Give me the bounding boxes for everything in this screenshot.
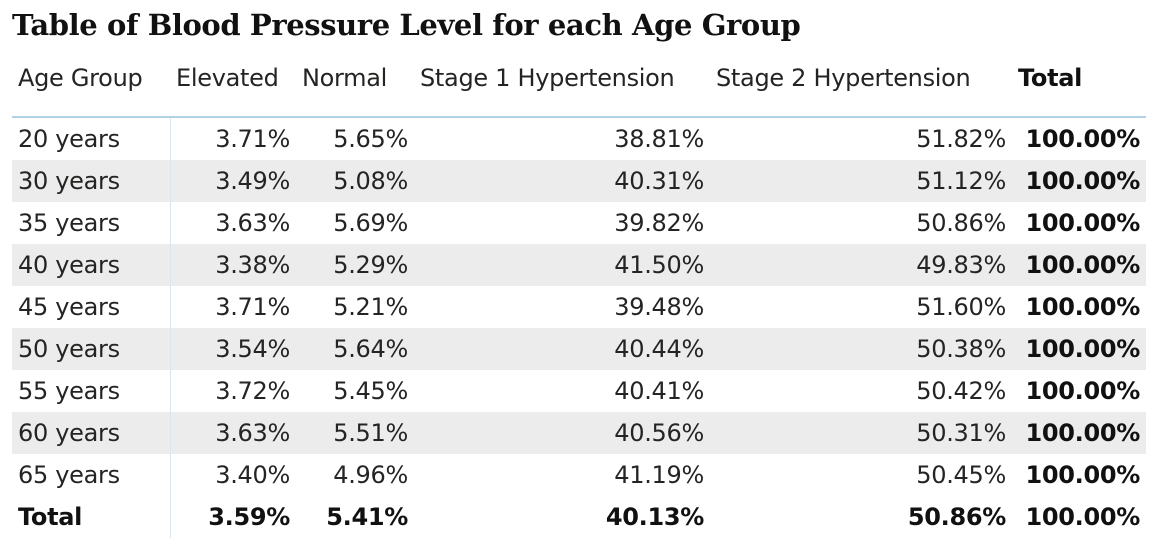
cell-elevated: 3.59% <box>208 503 290 531</box>
cell-normal: 5.64% <box>296 328 414 370</box>
cell-stage-2: 50.45% <box>916 461 1006 489</box>
cell-stage-1: 39.82% <box>614 209 704 237</box>
cell-normal: 4.96% <box>333 461 408 489</box>
cell-elevated: 3.38% <box>170 244 296 286</box>
cell-age-group: 30 years <box>12 160 171 202</box>
table-row[interactable]: 40 years 3.38% 5.29% 41.50% 49.83% 100.00% <box>12 244 1146 286</box>
cell-stage-2: 51.82% <box>916 125 1006 153</box>
cell-stage-1: 40.13% <box>605 503 704 531</box>
cell-stage-2: 50.42% <box>916 377 1006 405</box>
cell-total: 100.00% <box>1025 503 1140 531</box>
column-header-normal[interactable]: Normal <box>302 64 388 92</box>
cell-total: 100.00% <box>1025 377 1140 405</box>
table-title: Table of Blood Pressure Level for each A… <box>12 8 801 42</box>
cell-stage-1: 40.31% <box>414 160 710 202</box>
cell-age-group: 65 years <box>12 454 171 496</box>
cell-total: 100.00% <box>1012 244 1146 286</box>
cell-age-group: 20 years <box>12 117 171 160</box>
cell-stage-2: 50.31% <box>710 412 1012 454</box>
header-rule <box>12 100 1146 118</box>
cell-age-group: 55 years <box>12 370 171 412</box>
blood-pressure-matrix: Age Group Elevated Normal Stage 1 Hypert… <box>12 56 1146 538</box>
column-header-elevated[interactable]: Elevated <box>176 64 279 92</box>
table-row[interactable]: 60 years 3.63% 5.51% 40.56% 50.31% 100.00% <box>12 412 1146 454</box>
cell-stage-1: 39.48% <box>614 293 704 321</box>
cell-elevated: 3.71% <box>215 293 290 321</box>
cell-total: 100.00% <box>1012 412 1146 454</box>
cell-age-group: 45 years <box>12 286 171 328</box>
table-body: 20 years 3.71% 5.65% 38.81% 51.82% 100.00% 30 … <box>12 117 1146 538</box>
cell-elevated: 3.49% <box>170 160 296 202</box>
cell-normal: 5.69% <box>333 209 408 237</box>
table-row[interactable]: 30 years 3.49% 5.08% 40.31% 51.12% 100.00% <box>12 160 1146 202</box>
cell-stage-1: 40.44% <box>414 328 710 370</box>
table-row[interactable]: 50 years 3.54% 5.64% 40.44% 50.38% 100.00% <box>12 328 1146 370</box>
cell-age-group: 35 years <box>12 202 171 244</box>
cell-elevated: 3.63% <box>170 412 296 454</box>
cell-elevated: 3.71% <box>215 125 290 153</box>
cell-total: 100.00% <box>1012 328 1146 370</box>
cell-total: 100.00% <box>1025 125 1140 153</box>
cell-normal: 5.65% <box>333 125 408 153</box>
cell-normal: 5.45% <box>333 377 408 405</box>
cell-age-group: 40 years <box>12 244 171 286</box>
cell-total: 100.00% <box>1025 293 1140 321</box>
table-row[interactable]: 20 years 3.71% 5.65% 38.81% 51.82% 100.00% <box>12 117 1146 160</box>
cell-stage-2: 49.83% <box>710 244 1012 286</box>
cell-normal: 5.51% <box>296 412 414 454</box>
cell-stage-2: 51.60% <box>916 293 1006 321</box>
cell-total: 100.00% <box>1025 461 1140 489</box>
cell-elevated: 3.54% <box>170 328 296 370</box>
cell-normal: 5.08% <box>296 160 414 202</box>
cell-stage-1: 41.50% <box>414 244 710 286</box>
cell-age-group: 60 years <box>12 412 171 454</box>
cell-total: 100.00% <box>1012 160 1146 202</box>
cell-stage-2: 50.86% <box>916 209 1006 237</box>
cell-stage-2: 51.12% <box>710 160 1012 202</box>
cell-normal: 5.29% <box>296 244 414 286</box>
column-header-stage-2[interactable]: Stage 2 Hypertension <box>716 64 971 92</box>
cell-elevated: 3.40% <box>215 461 290 489</box>
total-row[interactable]: Total 3.59% 5.41% 40.13% 50.86% 100.00% <box>12 496 1146 538</box>
cell-normal: 5.41% <box>326 503 408 531</box>
cell-age-group: Total <box>12 496 171 538</box>
column-header-age-group[interactable]: Age Group <box>18 64 143 92</box>
cell-stage-1: 40.56% <box>414 412 710 454</box>
cell-elevated: 3.63% <box>215 209 290 237</box>
cell-elevated: 3.72% <box>215 377 290 405</box>
column-header-stage-1[interactable]: Stage 1 Hypertension <box>420 64 675 92</box>
header-row: Age Group Elevated Normal Stage 1 Hypert… <box>12 56 1146 100</box>
cell-stage-2: 50.38% <box>710 328 1012 370</box>
cell-total: 100.00% <box>1025 209 1140 237</box>
column-header-total[interactable]: Total <box>1018 64 1083 92</box>
cell-stage-1: 40.41% <box>614 377 704 405</box>
cell-stage-2: 50.86% <box>907 503 1006 531</box>
cell-normal: 5.21% <box>333 293 408 321</box>
cell-stage-1: 41.19% <box>614 461 704 489</box>
table-row[interactable]: 35 years 3.63% 5.69% 39.82% 50.86% 100.00% <box>12 202 1146 244</box>
cell-age-group: 50 years <box>12 328 171 370</box>
table-row[interactable]: 45 years 3.71% 5.21% 39.48% 51.60% 100.00% <box>12 286 1146 328</box>
table-row[interactable]: 65 years 3.40% 4.96% 41.19% 50.45% 100.00% <box>12 454 1146 496</box>
table-row[interactable]: 55 years 3.72% 5.45% 40.41% 50.42% 100.00% <box>12 370 1146 412</box>
header-divider <box>12 100 1146 118</box>
cell-stage-1: 38.81% <box>614 125 704 153</box>
